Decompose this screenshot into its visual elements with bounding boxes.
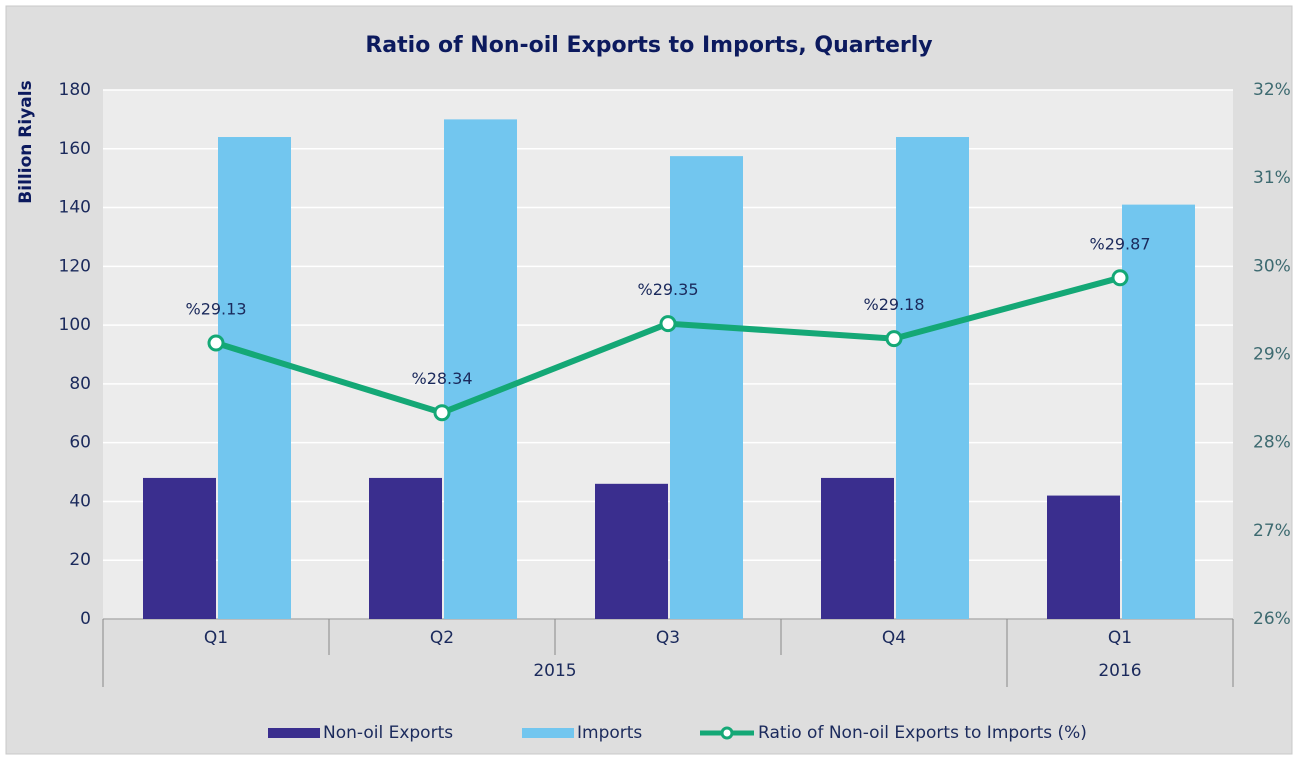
line-point: [885, 330, 903, 348]
data-label: %29.87: [1089, 234, 1150, 253]
x-group-label: 2016: [1098, 661, 1141, 681]
y2-tick-label: 27%: [1253, 521, 1291, 541]
bar: [670, 156, 743, 619]
y2-tick-label: 31%: [1253, 168, 1291, 188]
y-tick-label: 140: [59, 198, 91, 218]
bar: [1047, 495, 1120, 619]
y-tick-label: 20: [69, 550, 91, 570]
y2-tick-label: 29%: [1253, 345, 1291, 365]
legend-swatch: [720, 726, 734, 740]
line-point: [207, 334, 225, 352]
y2-tick-label: 28%: [1253, 433, 1291, 453]
x-tick-label: Q4: [882, 628, 906, 648]
bar: [1122, 204, 1195, 619]
data-label: %29.18: [863, 295, 924, 314]
line-point: [659, 315, 677, 333]
data-label: %29.13: [185, 300, 246, 319]
bar: [369, 477, 442, 619]
legend-swatch: [522, 728, 574, 738]
y2-tick-label: 26%: [1253, 609, 1291, 629]
line-point: [1111, 269, 1129, 287]
y-tick-label: 160: [59, 139, 91, 159]
y-tick-label: 40: [69, 491, 91, 511]
bar: [444, 119, 517, 619]
y-tick-label: 180: [59, 80, 91, 100]
y2-tick-label: 32%: [1253, 80, 1291, 100]
bar: [896, 137, 969, 619]
y2-tick-label: 30%: [1253, 256, 1291, 276]
data-label: %29.35: [637, 280, 698, 299]
x-group-label: 2015: [533, 661, 576, 681]
y-tick-label: 120: [59, 256, 91, 276]
bar: [821, 477, 894, 619]
x-tick-label: Q1: [204, 628, 228, 648]
legend-label: Imports: [577, 723, 642, 743]
chart-title: Ratio of Non-oil Exports to Imports, Qua…: [365, 33, 932, 58]
legend-label: Non-oil Exports: [323, 723, 453, 743]
x-tick-label: Q1: [1108, 628, 1132, 648]
y-tick-label: 0: [80, 609, 91, 629]
y-tick-label: 80: [69, 374, 91, 394]
line-point: [433, 404, 451, 422]
bar: [218, 137, 291, 619]
x-tick-label: Q2: [430, 628, 454, 648]
legend-swatch: [268, 728, 320, 738]
y-tick-label: 100: [59, 315, 91, 335]
bar: [595, 483, 668, 619]
y-axis-label: Billion Riyals: [16, 80, 36, 203]
x-tick-label: Q3: [656, 628, 680, 648]
legend-label: Ratio of Non-oil Exports to Imports (%): [758, 723, 1087, 743]
data-label: %28.34: [411, 369, 472, 388]
y-tick-label: 60: [69, 433, 91, 453]
bar: [143, 477, 216, 619]
